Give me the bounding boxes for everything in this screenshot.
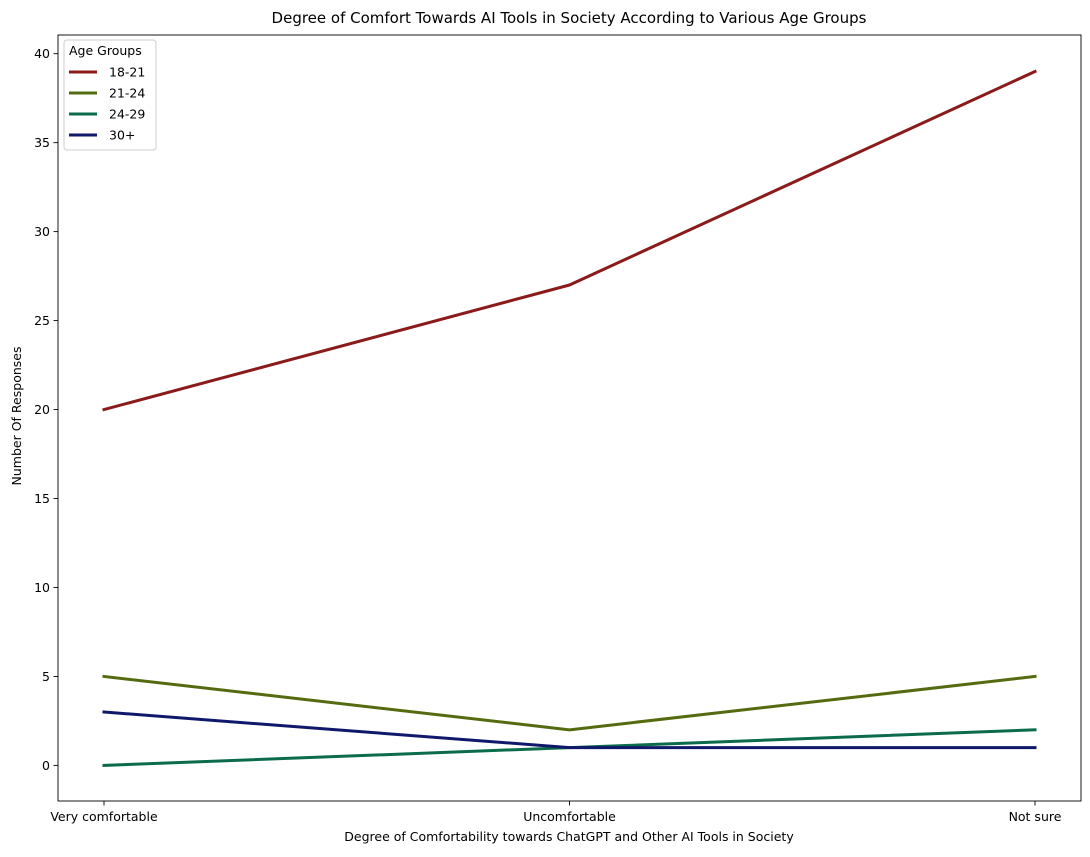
series-line-21-24 — [102, 674, 1037, 732]
legend-entry-label: 18-21 — [109, 65, 145, 80]
x-tick-label: Uncomfortable — [523, 809, 616, 824]
series-line-18-21 — [102, 69, 1037, 412]
legend-entry-label: 21-24 — [109, 86, 145, 101]
y-tick-label: 5 — [42, 669, 50, 684]
x-tick-label: Not sure — [1009, 809, 1062, 824]
x-axis-label: Degree of Comfortability towards ChatGPT… — [344, 829, 794, 844]
legend-title: Age Groups — [69, 43, 142, 58]
y-tick-label: 10 — [34, 580, 50, 595]
legend-entry-label: 30+ — [109, 128, 135, 143]
axes-frame — [57, 34, 1082, 802]
plot-area: 0 5 10 15 20 25 30 35 40 Very comfortable Uncomfor… — [34, 34, 1082, 824]
legend-entry-label: 24-29 — [109, 107, 145, 122]
y-tick-label: 0 — [42, 758, 50, 773]
x-tick-label: Very comfortable — [50, 809, 158, 824]
y-tick-label: 35 — [34, 135, 50, 150]
y-axis-label: Number Of Responses — [9, 347, 24, 486]
legend-box — [63, 39, 157, 151]
y-tick-label: 15 — [34, 491, 50, 506]
y-tick-label: 25 — [34, 313, 50, 328]
legend: Age Groups 18-21 21-24 24-29 30+ — [63, 39, 157, 151]
y-tick-label: 20 — [34, 402, 50, 417]
y-tick-label: 30 — [34, 224, 50, 239]
series-line-30+ — [102, 710, 1037, 750]
chart-title: Degree of Comfort Towards AI Tools in So… — [272, 9, 867, 27]
y-tick-label: 40 — [34, 46, 50, 61]
